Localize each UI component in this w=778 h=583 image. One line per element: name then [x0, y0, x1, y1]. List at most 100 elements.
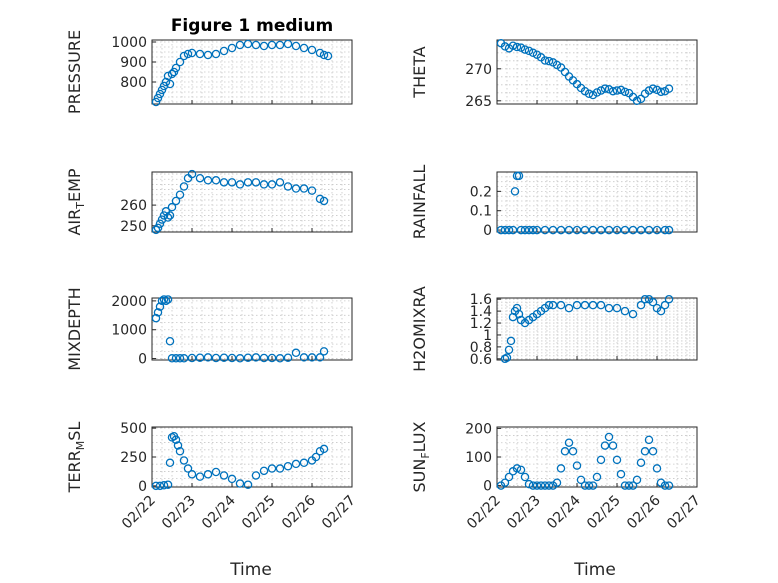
data-point: [243, 178, 253, 187]
data-point: [227, 178, 237, 187]
data-point: [315, 353, 325, 362]
data-point: [524, 225, 534, 235]
data-point: [508, 41, 518, 51]
y-tick-label: 250: [120, 219, 147, 235]
y-tick-label: 1000: [111, 323, 147, 339]
data-point: [179, 182, 189, 191]
data-point: [179, 51, 189, 61]
y-tick-label: 270: [465, 62, 492, 78]
y-tick-label: 100: [465, 450, 492, 466]
y-tick-label: 0.1: [470, 204, 492, 220]
data-point: [259, 466, 269, 476]
data-point: [556, 464, 566, 473]
data-point: [576, 475, 586, 485]
data-point: [319, 444, 329, 454]
data-point: [187, 353, 197, 363]
data-point: [165, 458, 175, 468]
data-point: [496, 225, 506, 235]
data-point: [151, 225, 161, 235]
data-point: [175, 190, 185, 200]
axes-box: [151, 171, 353, 233]
data-point: [211, 353, 221, 363]
y-tick-label: 0: [483, 223, 492, 239]
data-point: [516, 465, 526, 475]
y-axis-label: MIXDEPTH: [65, 287, 84, 370]
data-point: [175, 57, 185, 67]
data-point: [548, 225, 558, 235]
data-point: [203, 470, 213, 479]
figure-title: Figure 1 medium: [171, 16, 333, 36]
data-point: [504, 472, 514, 482]
data-point: [157, 296, 167, 306]
data-point: [604, 432, 614, 442]
data-point: [283, 39, 293, 49]
data-point: [187, 470, 197, 479]
data-point: [628, 309, 638, 319]
data-point: [187, 48, 197, 58]
data-point: [564, 438, 574, 447]
data-point: [307, 45, 317, 55]
data-point: [219, 471, 229, 480]
data-point: [556, 225, 566, 235]
subplot-4: 0 0.1 0.2 RAINFALL: [410, 165, 698, 240]
data-point: [267, 353, 277, 363]
data-point: [227, 43, 237, 53]
y-tick-label: 900: [120, 55, 147, 71]
data-point: [572, 225, 582, 235]
data-point: [584, 481, 594, 490]
data-point: [580, 300, 590, 310]
subplot-6: 0.60.811.21.41.6 H2OMIXRA: [410, 286, 698, 372]
data-point: [307, 353, 317, 362]
x-axis-label-left: Time: [229, 560, 272, 580]
data-point: [291, 41, 301, 51]
data-point: [171, 435, 181, 444]
data-point: [151, 481, 161, 491]
data-point: [251, 40, 261, 50]
data-point: [219, 46, 229, 56]
data-point: [612, 86, 622, 95]
data-point: [251, 353, 261, 362]
data-point: [299, 184, 309, 193]
data-point: [660, 225, 670, 235]
y-axis-label: PRESSURE: [65, 30, 84, 114]
y-axis-label-part: SL: [65, 422, 84, 441]
data-point: [544, 56, 554, 66]
data-point: [299, 353, 309, 362]
data-point: [155, 481, 165, 491]
data-point: [588, 300, 598, 310]
data-point: [167, 202, 177, 212]
data-point: [612, 303, 622, 313]
data-point: [267, 180, 277, 189]
data-point: [636, 225, 646, 235]
y-tick-label: 265: [465, 94, 492, 110]
data-point: [155, 219, 165, 228]
data-point: [291, 459, 301, 469]
data-point: [211, 49, 221, 59]
y-tick-label: 1.4: [470, 304, 492, 320]
data-point: [299, 43, 309, 53]
y-tick-label: 1.6: [470, 292, 492, 308]
data-point: [528, 225, 538, 235]
data-point: [500, 42, 510, 51]
data-point: [179, 456, 189, 465]
data-point: [596, 225, 606, 235]
data-point: [171, 196, 181, 206]
data-point: [512, 303, 522, 313]
y-tick-label: 260: [120, 198, 147, 214]
y-axis-label: RAINFALL: [410, 165, 429, 240]
data-point: [508, 225, 518, 235]
y-tick-label: 1.2: [470, 316, 492, 332]
data-point: [243, 480, 253, 489]
data-point: [195, 353, 205, 362]
data-point: [235, 479, 245, 488]
data-point: [604, 225, 614, 235]
data-point: [620, 306, 630, 316]
data-point: [175, 354, 185, 363]
data-point: [540, 225, 550, 235]
data-point: [183, 464, 193, 473]
data-point: [175, 446, 185, 456]
data-point: [167, 354, 177, 363]
data-point: [644, 86, 654, 95]
